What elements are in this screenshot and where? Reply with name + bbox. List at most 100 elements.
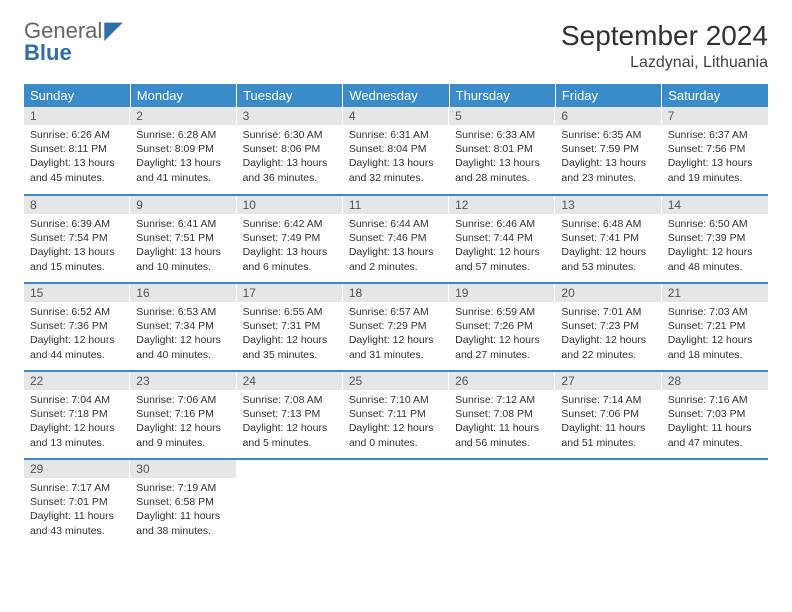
- day-number: 9: [130, 196, 236, 214]
- sunset-line: Sunset: 7:49 PM: [243, 231, 337, 245]
- weekday-header: Thursday: [449, 84, 555, 107]
- sunset-line: Sunset: 7:29 PM: [349, 319, 443, 333]
- sunrise-line: Sunrise: 6:26 AM: [30, 128, 124, 142]
- sunrise-line: Sunrise: 7:03 AM: [668, 305, 762, 319]
- sunset-line: Sunset: 7:39 PM: [668, 231, 762, 245]
- sunset-line: Sunset: 8:01 PM: [455, 142, 549, 156]
- calendar-cell: 27Sunrise: 7:14 AMSunset: 7:06 PMDayligh…: [555, 371, 661, 459]
- sunrise-line: Sunrise: 6:59 AM: [455, 305, 549, 319]
- sunrise-line: Sunrise: 6:35 AM: [561, 128, 655, 142]
- sunset-line: Sunset: 7:16 PM: [136, 407, 230, 421]
- day-body: Sunrise: 6:39 AMSunset: 7:54 PMDaylight:…: [24, 214, 130, 278]
- weekday-header: Saturday: [662, 84, 768, 107]
- daylight-line: Daylight: 12 hours and 53 minutes.: [561, 245, 655, 273]
- day-body: Sunrise: 7:06 AMSunset: 7:16 PMDaylight:…: [130, 390, 236, 454]
- daylight-line: Daylight: 11 hours and 51 minutes.: [561, 421, 655, 449]
- day-body: Sunrise: 6:26 AMSunset: 8:11 PMDaylight:…: [24, 125, 130, 189]
- calendar-cell: 6Sunrise: 6:35 AMSunset: 7:59 PMDaylight…: [555, 107, 661, 195]
- daylight-line: Daylight: 12 hours and 44 minutes.: [30, 333, 124, 361]
- day-body: Sunrise: 6:33 AMSunset: 8:01 PMDaylight:…: [449, 125, 555, 189]
- day-number: 24: [237, 372, 343, 390]
- day-number: 10: [237, 196, 343, 214]
- calendar-cell: 8Sunrise: 6:39 AMSunset: 7:54 PMDaylight…: [24, 195, 130, 283]
- daylight-line: Daylight: 12 hours and 13 minutes.: [30, 421, 124, 449]
- sunrise-line: Sunrise: 6:33 AM: [455, 128, 549, 142]
- day-body: Sunrise: 6:50 AMSunset: 7:39 PMDaylight:…: [662, 214, 768, 278]
- weekday-header: Wednesday: [343, 84, 449, 107]
- calendar-cell: 17Sunrise: 6:55 AMSunset: 7:31 PMDayligh…: [237, 283, 343, 371]
- sunrise-line: Sunrise: 6:39 AM: [30, 217, 124, 231]
- day-number: 15: [24, 284, 130, 302]
- sunrise-line: Sunrise: 6:53 AM: [136, 305, 230, 319]
- calendar-cell: [449, 459, 555, 547]
- daylight-line: Daylight: 12 hours and 5 minutes.: [243, 421, 337, 449]
- daylight-line: Daylight: 12 hours and 48 minutes.: [668, 245, 762, 273]
- sunset-line: Sunset: 6:58 PM: [136, 495, 230, 509]
- day-number: 4: [343, 107, 449, 125]
- daylight-line: Daylight: 13 hours and 28 minutes.: [455, 156, 549, 184]
- daylight-line: Daylight: 13 hours and 23 minutes.: [561, 156, 655, 184]
- day-body: Sunrise: 6:53 AMSunset: 7:34 PMDaylight:…: [130, 302, 236, 366]
- sunrise-line: Sunrise: 7:04 AM: [30, 393, 124, 407]
- calendar-cell: 19Sunrise: 6:59 AMSunset: 7:26 PMDayligh…: [449, 283, 555, 371]
- calendar-cell: 13 Sunrise: 6:48 AMSunset: 7:41 PMDayligh…: [555, 195, 661, 283]
- calendar-cell: 23Sunrise: 7:06 AMSunset: 7:16 PMDayligh…: [130, 371, 236, 459]
- day-body: Sunrise: 7:19 AMSunset: 6:58 PMDaylight:…: [130, 478, 236, 542]
- sunset-line: Sunset: 7:41 PM: [561, 231, 655, 245]
- calendar-cell: [555, 459, 661, 547]
- day-body: Sunrise: 6:41 AMSunset: 7:51 PMDaylight:…: [130, 214, 236, 278]
- weekday-header: Sunday: [24, 84, 130, 107]
- calendar-row: 22Sunrise: 7:04 AMSunset: 7:18 PMDayligh…: [24, 371, 768, 459]
- sunset-line: Sunset: 8:06 PM: [243, 142, 337, 156]
- calendar-cell: 2Sunrise: 6:28 AMSunset: 8:09 PMDaylight…: [130, 107, 236, 195]
- daylight-line: Daylight: 12 hours and 35 minutes.: [243, 333, 337, 361]
- daylight-line: Daylight: 13 hours and 6 minutes.: [243, 245, 337, 273]
- day-body: Sunrise: 6:46 AMSunset: 7:44 PMDaylight:…: [449, 214, 555, 278]
- day-number: 19: [449, 284, 555, 302]
- day-body: Sunrise: 6:28 AMSunset: 8:09 PMDaylight:…: [130, 125, 236, 189]
- day-body: Sunrise: 7:14 AMSunset: 7:06 PMDaylight:…: [555, 390, 661, 454]
- calendar-row: 15Sunrise: 6:52 AMSunset: 7:36 PMDayligh…: [24, 283, 768, 371]
- calendar-cell: [662, 459, 768, 547]
- sunrise-line: Sunrise: 7:06 AM: [136, 393, 230, 407]
- day-number: 13: [555, 196, 661, 214]
- day-number: 20: [555, 284, 661, 302]
- sunrise-line: Sunrise: 6:30 AM: [243, 128, 337, 142]
- calendar-cell: 16Sunrise: 6:53 AMSunset: 7:34 PMDayligh…: [130, 283, 236, 371]
- calendar-table: SundayMondayTuesdayWednesdayThursdayFrid…: [24, 84, 768, 547]
- sunrise-line: Sunrise: 7:01 AM: [561, 305, 655, 319]
- calendar-body: 1Sunrise: 6:26 AMSunset: 8:11 PMDaylight…: [24, 107, 768, 547]
- sunset-line: Sunset: 7:08 PM: [455, 407, 549, 421]
- calendar-cell: 5Sunrise: 6:33 AMSunset: 8:01 PMDaylight…: [449, 107, 555, 195]
- day-number: 17: [237, 284, 343, 302]
- day-number: 3: [237, 107, 343, 125]
- daylight-line: Daylight: 11 hours and 43 minutes.: [30, 509, 124, 537]
- daylight-line: Daylight: 12 hours and 57 minutes.: [455, 245, 549, 273]
- sunset-line: Sunset: 8:09 PM: [136, 142, 230, 156]
- daylight-line: Daylight: 13 hours and 2 minutes.: [349, 245, 443, 273]
- sunrise-line: Sunrise: 6:48 AM: [561, 217, 655, 231]
- sunrise-line: Sunrise: 6:50 AM: [668, 217, 762, 231]
- sunset-line: Sunset: 7:13 PM: [243, 407, 337, 421]
- day-body: Sunrise: 7:12 AMSunset: 7:08 PMDaylight:…: [449, 390, 555, 454]
- sunset-line: Sunset: 7:44 PM: [455, 231, 549, 245]
- sunset-line: Sunset: 7:01 PM: [30, 495, 124, 509]
- day-number: 12: [449, 196, 555, 214]
- sunset-line: Sunset: 7:59 PM: [561, 142, 655, 156]
- sunrise-line: Sunrise: 6:28 AM: [136, 128, 230, 142]
- sunrise-line: Sunrise: 7:10 AM: [349, 393, 443, 407]
- calendar-cell: 1Sunrise: 6:26 AMSunset: 8:11 PMDaylight…: [24, 107, 130, 195]
- sunset-line: Sunset: 7:03 PM: [668, 407, 762, 421]
- calendar-cell: 15Sunrise: 6:52 AMSunset: 7:36 PMDayligh…: [24, 283, 130, 371]
- sunset-line: Sunset: 7:36 PM: [30, 319, 124, 333]
- weekday-header: Monday: [130, 84, 236, 107]
- daylight-line: Daylight: 13 hours and 10 minutes.: [136, 245, 230, 273]
- day-body: Sunrise: 7:03 AMSunset: 7:21 PMDaylight:…: [662, 302, 768, 366]
- day-number: 29: [24, 460, 130, 478]
- day-body: Sunrise: 7:17 AMSunset: 7:01 PMDaylight:…: [24, 478, 130, 542]
- calendar-cell: 11Sunrise: 6:44 AMSunset: 7:46 PMDayligh…: [343, 195, 449, 283]
- sunrise-line: Sunrise: 6:41 AM: [136, 217, 230, 231]
- sunset-line: Sunset: 7:46 PM: [349, 231, 443, 245]
- sunrise-line: Sunrise: 6:46 AM: [455, 217, 549, 231]
- day-body: Sunrise: 6:59 AMSunset: 7:26 PMDaylight:…: [449, 302, 555, 366]
